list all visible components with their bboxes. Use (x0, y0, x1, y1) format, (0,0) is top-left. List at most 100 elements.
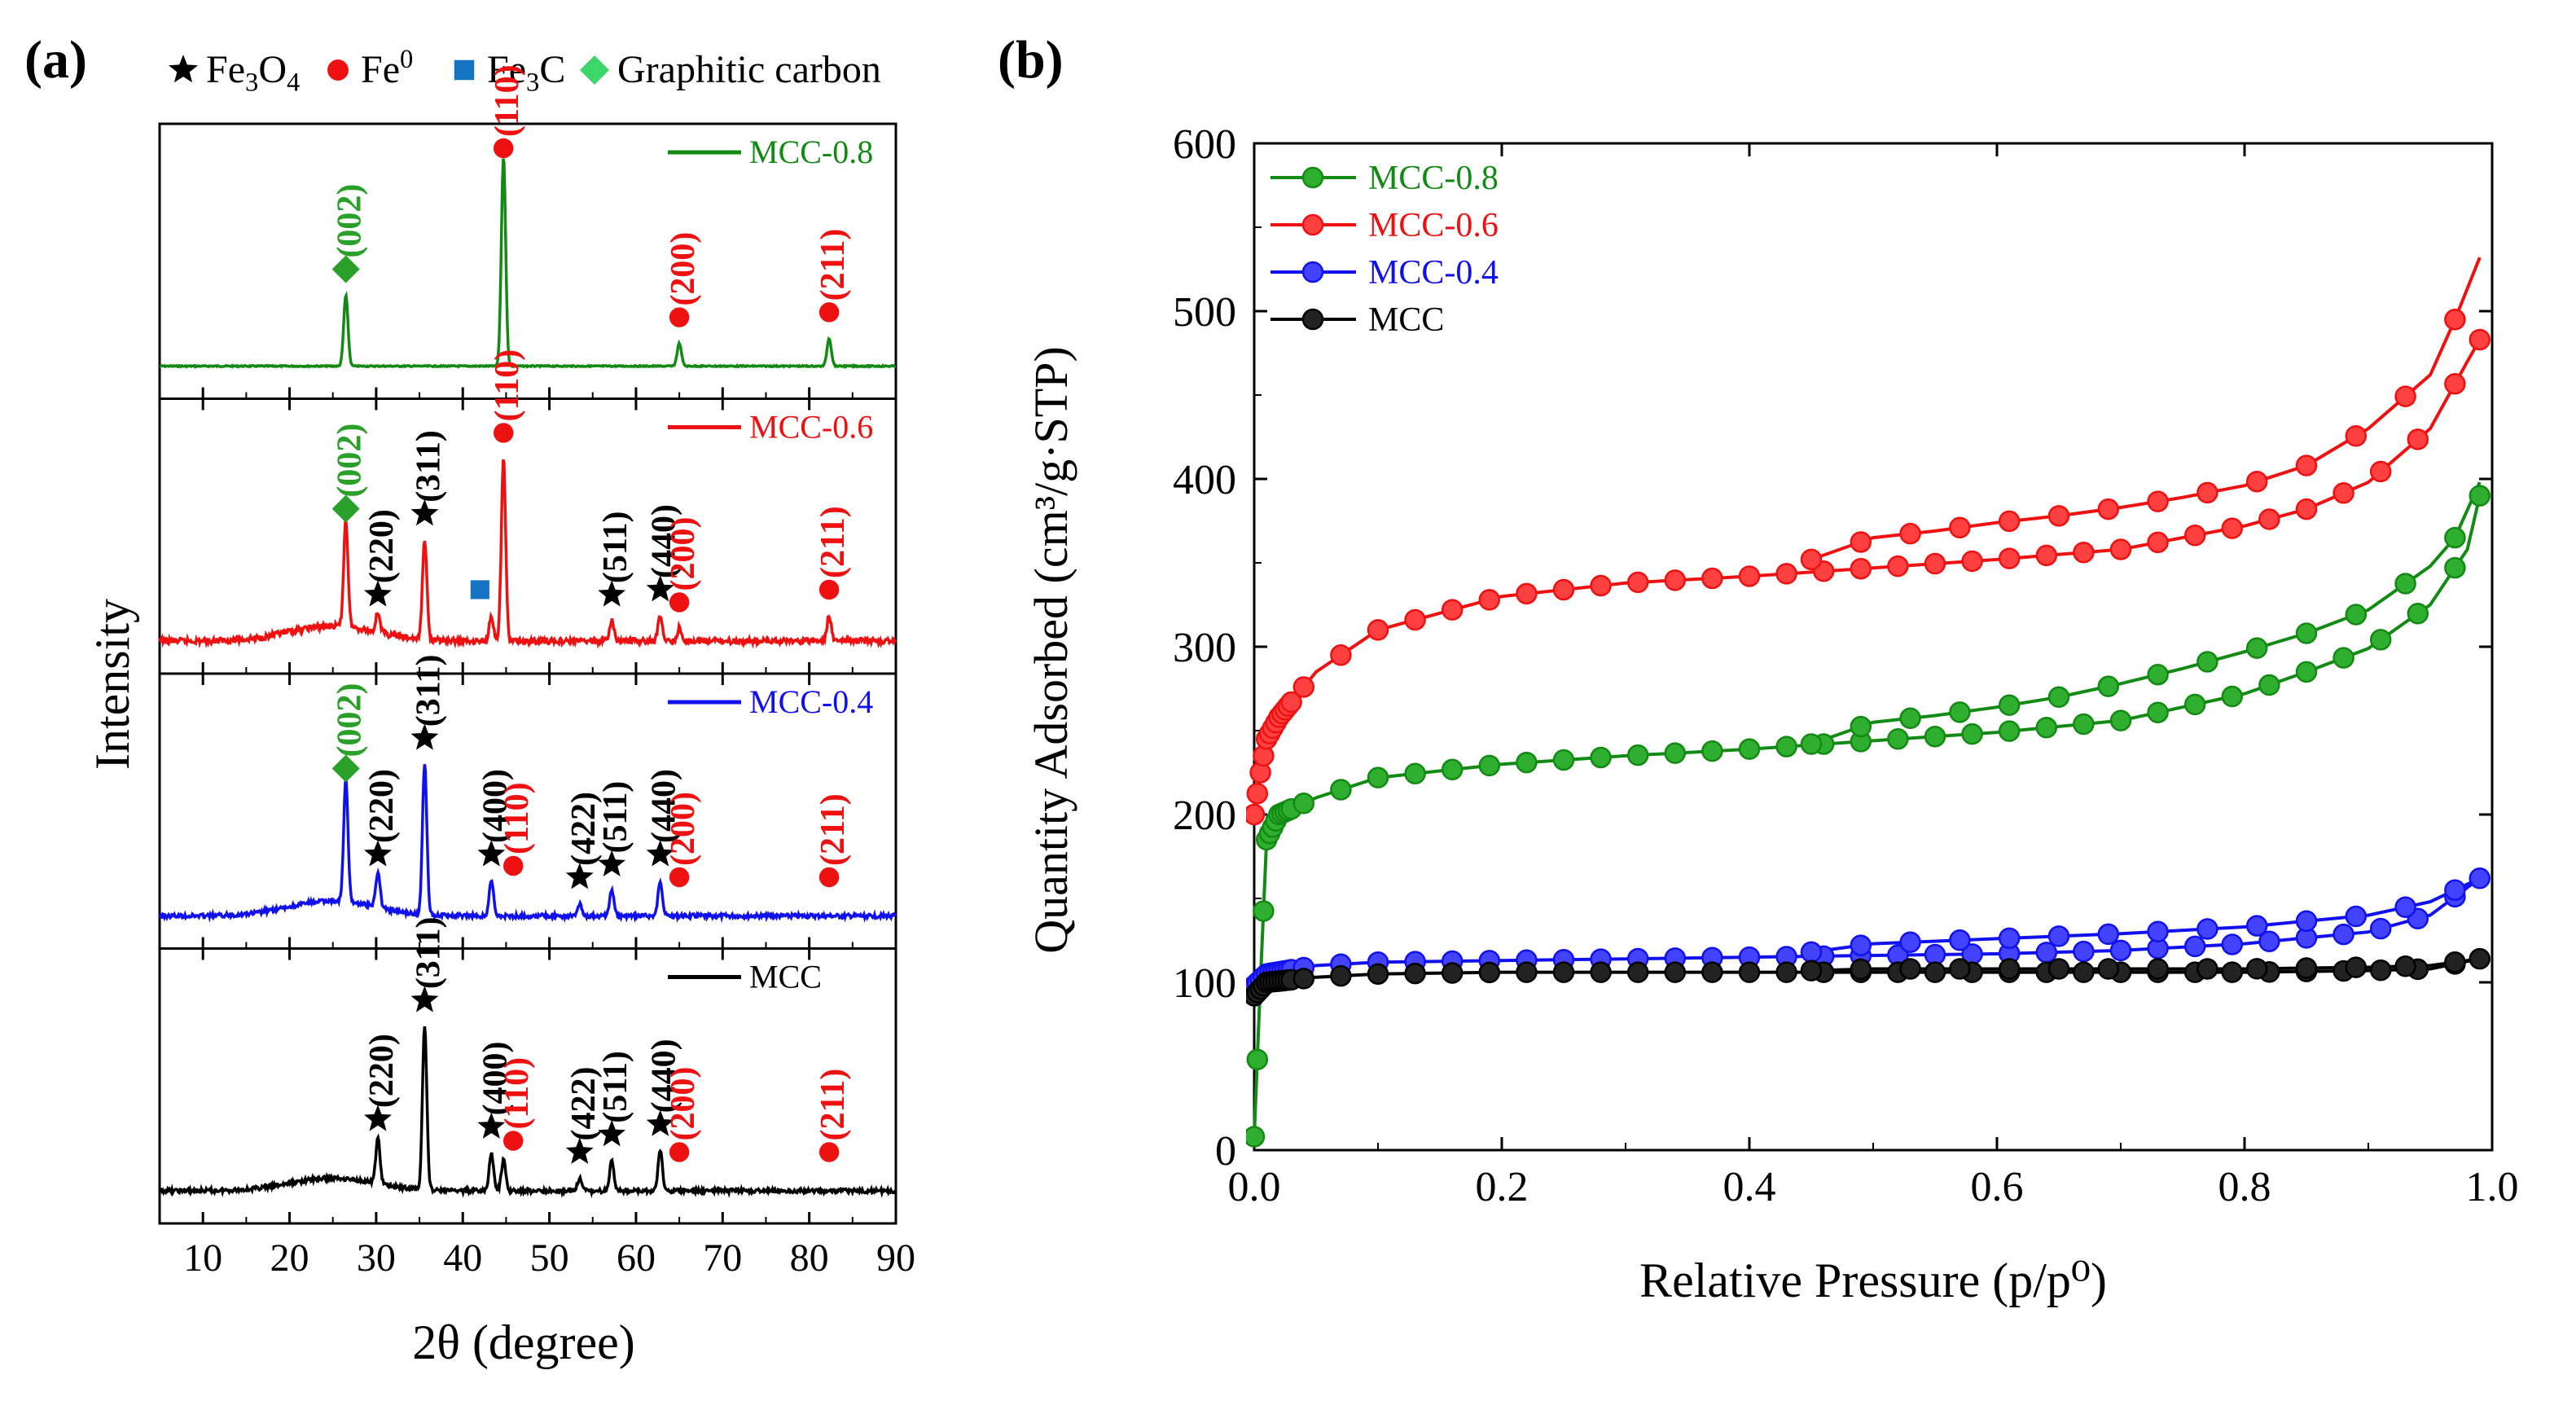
peak-label-3-6: (440) (646, 1039, 683, 1113)
iso-des-point-3-4 (1998, 958, 2021, 980)
legend-a-label-1: Fe0 (361, 45, 413, 91)
iso-des-point-3-1 (1850, 958, 1872, 981)
iso-ads-point-2-38 (2221, 933, 2244, 955)
xrd-xtick-label-5: 60 (617, 1236, 656, 1280)
xrd-xtick-label-7: 80 (790, 1236, 829, 1280)
iso-des-point-1-8 (2196, 481, 2218, 504)
iso-des-point-3-12 (2394, 955, 2416, 977)
iso-ads-point-1-45 (2468, 328, 2491, 351)
iso-ads-point-1-44 (2444, 373, 2466, 395)
iso-ads-point-0-45 (2468, 485, 2491, 507)
legend-b-label-2: MCC-0.4 (1368, 254, 1499, 292)
iso-des-point-1-5 (2047, 505, 2070, 527)
iso-des-point-1-11 (2345, 425, 2368, 447)
peak-marker-3-1 (410, 986, 439, 1012)
iso-ads-point-0-37 (2183, 693, 2206, 716)
iso-des-point-2-1 (1850, 934, 1872, 956)
iso-ads-point-0-14 (1330, 779, 1352, 801)
iso-des-point-0-8 (2196, 651, 2218, 673)
peak-marker-1-1 (364, 580, 392, 607)
peak-label-1-7: (200) (665, 516, 702, 591)
iso-xtick-label-1: 0.2 (1476, 1164, 1529, 1210)
iso-des-point-2-9 (2245, 915, 2268, 937)
iso-xtick-label-3: 0.6 (1971, 1164, 2024, 1210)
panel-b-xlabel: Relative Pressure (p/p⁰) (1639, 1254, 2107, 1307)
iso-des-point-2-6 (2097, 923, 2120, 946)
peak-label-3-5: (511) (597, 1051, 634, 1123)
iso-des-point-0-12 (2394, 573, 2416, 595)
iso-ads-point-1-13 (1292, 676, 1315, 698)
iso-ads-point-0-25 (1738, 738, 1761, 760)
iso-des-point-3-8 (2196, 958, 2218, 980)
peak-label-2-2: (311) (410, 655, 447, 727)
panel-a-xlabel: 2θ (degree) (412, 1315, 635, 1369)
xrd-legend-name-3: MCC (749, 959, 822, 995)
legend-a-marker-2 (454, 59, 475, 81)
iso-ads-point-3-21 (1590, 961, 1612, 983)
panel-a-label: (a) (24, 30, 87, 90)
peak-label-2-9: (211) (814, 793, 852, 866)
iso-ads-point-3-17 (1441, 962, 1464, 984)
iso-des-point-2-11 (2345, 905, 2368, 928)
iso-ads-point-0-36 (2147, 701, 2169, 724)
peak-marker-2-4 (502, 855, 524, 876)
iso-ads-point-0-19 (1516, 751, 1538, 774)
iso-ads-point-1-21 (1590, 574, 1612, 597)
iso-ads-point-0-1 (1246, 1048, 1269, 1071)
iso-ads-point-1-19 (1516, 582, 1538, 605)
iso-ads-point-1-20 (1552, 578, 1575, 601)
iso-ads-point-0-17 (1441, 758, 1464, 781)
peak-marker-2-9 (818, 867, 840, 888)
iso-ads-point-1-33 (2035, 544, 2058, 567)
iso-des-point-0-6 (2097, 675, 2120, 697)
peak-label-3-8: (211) (814, 1069, 852, 1141)
iso-des-point-0-0 (1800, 733, 1823, 755)
iso-ads-point-0-20 (1552, 749, 1575, 771)
peak-label-2-4: (110) (498, 782, 536, 854)
iso-ads-point-1-43 (2407, 428, 2429, 450)
peak-marker-1-7 (669, 592, 690, 613)
iso-des-point-1-0 (1800, 548, 1823, 571)
peak-label-3-2: (400) (476, 1041, 514, 1115)
iso-des-point-3-13 (2444, 951, 2466, 973)
xrd-xtick-label-2: 30 (357, 1236, 396, 1280)
peak-marker-0-1 (493, 138, 514, 159)
iso-ads-point-1-28 (1850, 557, 1872, 580)
peak-marker-2-0 (331, 754, 360, 783)
iso-ads-point-3-34 (2073, 961, 2095, 983)
peak-marker-1-6 (646, 575, 674, 602)
legend-b-label-1: MCC-0.6 (1368, 207, 1499, 244)
xrd-xtick-label-3: 40 (443, 1236, 482, 1280)
iso-des-point-0-5 (2047, 686, 2070, 709)
iso-ads-point-0-35 (2109, 709, 2132, 731)
iso-des-point-0-10 (2295, 622, 2318, 644)
peak-label-3-0: (220) (363, 1034, 401, 1108)
iso-ads-point-1-18 (1478, 589, 1501, 611)
iso-ads-point-1-12 (1280, 691, 1302, 714)
xrd-xtick-label-1: 20 (270, 1236, 309, 1280)
peak-label-2-8: (200) (665, 792, 702, 866)
peak-marker-1-5 (598, 580, 626, 607)
iso-ads-point-0-18 (1478, 754, 1501, 777)
iso-ads-point-0-16 (1404, 762, 1426, 784)
legend-a-label-3: Graphitic carbon (617, 48, 881, 91)
iso-ads-point-2-42 (2369, 917, 2392, 940)
peak-marker-2-6 (598, 850, 626, 876)
xrd-panel-2: MCC-0.4 (002) (220) (311) (400)(110) (422)(51… (158, 655, 897, 960)
xrd-legend-name-1: MCC-0.6 (749, 409, 873, 446)
iso-ads-point-2-41 (2332, 923, 2354, 946)
iso-ads-point-0-21 (1590, 746, 1612, 769)
iso-ads-point-0-22 (1626, 744, 1649, 766)
iso-ads-point-0-33 (2035, 717, 2058, 739)
panel-b-label: (b) (998, 30, 1064, 90)
iso-ads-point-3-45 (2468, 947, 2491, 970)
peak-label-0-0: (002) (331, 184, 369, 258)
peak-label-0-3: (211) (814, 229, 852, 301)
iso-ads-point-0-15 (1367, 766, 1389, 788)
iso-ads-point-1-22 (1626, 571, 1649, 594)
iso-ads-point-1-39 (2258, 508, 2280, 530)
iso-series-group (1246, 257, 2491, 1148)
iso-des-point-2-13 (2444, 879, 2466, 901)
iso-des-point-3-3 (1949, 958, 1971, 980)
peak-marker-1-0 (331, 494, 360, 523)
